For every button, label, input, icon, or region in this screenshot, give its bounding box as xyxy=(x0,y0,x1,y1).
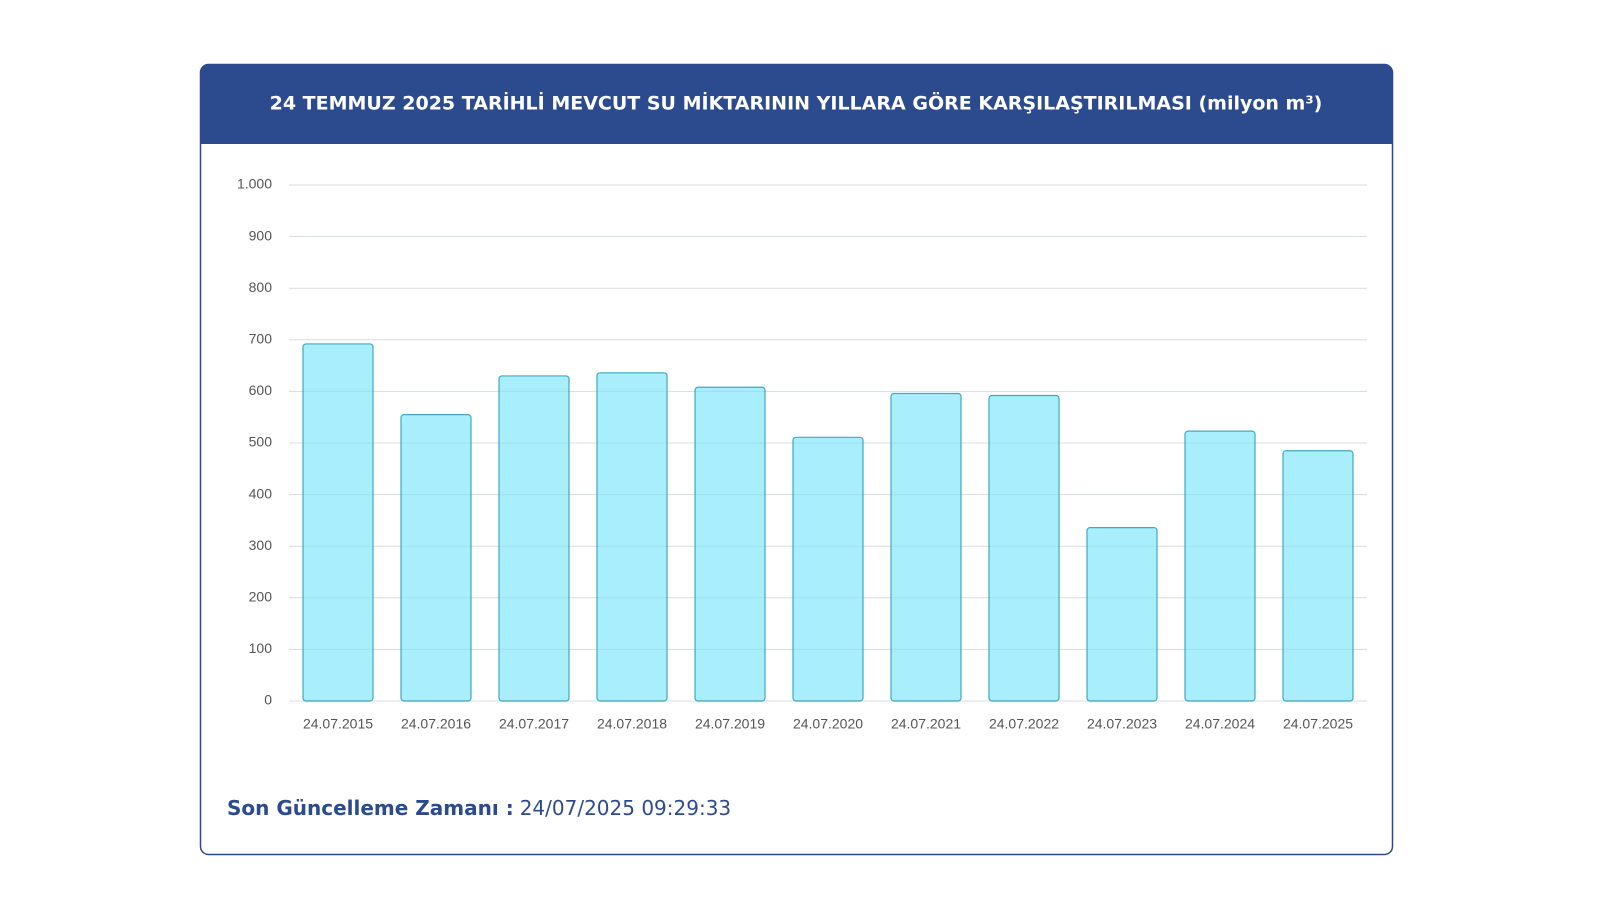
x-tick-label: 24.07.2020 xyxy=(793,716,863,732)
footer-value: 24/07/2025 09:29:33 xyxy=(520,796,731,820)
bar xyxy=(1184,430,1256,702)
y-tick-label: 100 xyxy=(249,640,273,656)
x-tick-label: 24.07.2015 xyxy=(303,716,373,732)
bar xyxy=(1282,450,1354,702)
y-tick-label: 700 xyxy=(249,331,273,347)
x-tick-label: 24.07.2024 xyxy=(1185,716,1255,732)
x-tick-label: 24.07.2018 xyxy=(597,716,667,732)
bar xyxy=(890,392,962,702)
x-tick-label: 24.07.2022 xyxy=(989,716,1059,732)
bar xyxy=(694,386,766,702)
card-header xyxy=(200,64,1392,144)
footer: Son Güncelleme Zamanı :24/07/2025 09:29:… xyxy=(227,796,731,820)
bar xyxy=(302,343,374,702)
plot: 0 100 200 300 400 500 600 700 800 900 1.000 24.07.2… xyxy=(237,176,1367,732)
chart-title: 24 TEMMUZ 2025 TARİHLİ MEVCUT SU MİKTARI… xyxy=(270,91,1323,115)
y-tick-label: 800 xyxy=(249,279,273,295)
x-tick-label: 24.07.2021 xyxy=(891,716,961,732)
y-tick-label: 300 xyxy=(249,537,273,553)
y-tick-label: 500 xyxy=(249,434,273,450)
bar xyxy=(988,394,1060,702)
bar xyxy=(1086,527,1158,702)
y-tick-label: 200 xyxy=(249,589,273,605)
y-tick-label: 600 xyxy=(249,382,273,398)
y-tick-label: 1.000 xyxy=(237,176,272,192)
x-tick-label: 24.07.2019 xyxy=(695,716,765,732)
x-tick-label: 24.07.2025 xyxy=(1283,716,1353,732)
bar xyxy=(498,375,570,702)
y-tick-label: 900 xyxy=(249,227,273,243)
bar xyxy=(792,436,864,702)
x-tick-label: 24.07.2023 xyxy=(1087,716,1157,732)
y-tick-label: 0 xyxy=(264,692,272,708)
bar xyxy=(400,414,472,702)
x-tick-label: 24.07.2017 xyxy=(499,716,569,732)
bar xyxy=(596,372,668,702)
footer-label: Son Güncelleme Zamanı : xyxy=(227,796,514,820)
y-tick-label: 400 xyxy=(249,485,273,501)
x-tick-label: 24.07.2016 xyxy=(401,716,471,732)
